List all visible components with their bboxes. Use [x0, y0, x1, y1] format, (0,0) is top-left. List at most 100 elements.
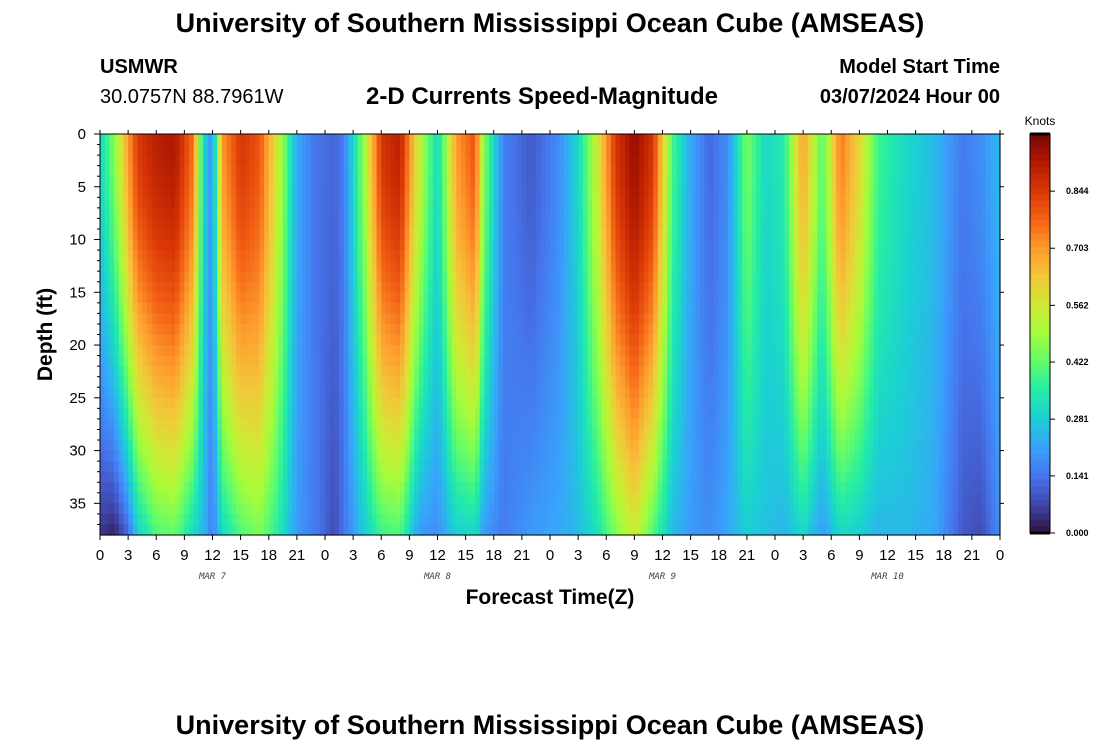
- heatmap-cell: [123, 313, 129, 325]
- heatmap-cell: [414, 292, 420, 304]
- heatmap-cell: [498, 271, 504, 283]
- heatmap-cell: [451, 281, 457, 293]
- heatmap-cell: [657, 313, 664, 325]
- heatmap-cell: [479, 355, 485, 367]
- heatmap-cell: [559, 366, 565, 378]
- heatmap-cell: [812, 197, 818, 209]
- heatmap-cell: [334, 302, 340, 314]
- heatmap-cell: [376, 313, 382, 325]
- heatmap-cell: [976, 260, 982, 272]
- heatmap-cell: [625, 302, 631, 314]
- heatmap-cell: [235, 239, 242, 251]
- heatmap-cell: [568, 186, 575, 198]
- heatmap-cell: [845, 260, 851, 272]
- heatmap-cell: [751, 197, 757, 209]
- heatmap-cell: [746, 207, 753, 220]
- heatmap-cell: [915, 271, 921, 283]
- heatmap-cell: [681, 250, 687, 262]
- heatmap-cell: [882, 176, 889, 188]
- heatmap-cell: [371, 323, 378, 336]
- heatmap-cell: [409, 281, 415, 293]
- heatmap-cell: [742, 176, 748, 188]
- heatmap-cell: [601, 155, 607, 167]
- heatmap-cell: [465, 165, 471, 177]
- heatmap-cell: [212, 271, 218, 283]
- heatmap-cell: [840, 197, 846, 209]
- heatmap-cell: [550, 260, 556, 272]
- heatmap-cell: [353, 218, 359, 230]
- heatmap-cell: [681, 292, 687, 304]
- heatmap-cell: [929, 176, 935, 188]
- heatmap-cell: [376, 250, 382, 262]
- heatmap-cell: [840, 186, 846, 198]
- heatmap-cell: [100, 323, 106, 336]
- heatmap-cell: [873, 186, 879, 198]
- heatmap-cell: [746, 313, 753, 325]
- heatmap-cell: [742, 366, 748, 378]
- heatmap-cell: [821, 302, 828, 314]
- heatmap-cell: [489, 186, 495, 198]
- heatmap-cell: [803, 323, 809, 336]
- heatmap-cell: [962, 228, 968, 241]
- heatmap-cell: [601, 292, 607, 304]
- heatmap-cell: [864, 355, 870, 367]
- heatmap-cell: [535, 197, 542, 209]
- heatmap-cell: [329, 345, 335, 357]
- heatmap-cell: [690, 186, 696, 198]
- heatmap-cell: [381, 207, 387, 220]
- heatmap-cell: [432, 260, 439, 272]
- heatmap-cell: [268, 292, 275, 304]
- heatmap-cell: [559, 313, 565, 325]
- heatmap-cell: [142, 197, 148, 209]
- heatmap-cell: [451, 345, 457, 357]
- heatmap-cell: [671, 260, 678, 272]
- heatmap-cell: [540, 134, 546, 146]
- heatmap-cell: [512, 334, 518, 346]
- heatmap-cell: [503, 334, 509, 346]
- heatmap-cell: [128, 239, 134, 251]
- heatmap-cell: [334, 144, 340, 156]
- heatmap-cell: [714, 218, 720, 230]
- heatmap-cell: [568, 260, 575, 272]
- heatmap-cell: [967, 302, 973, 314]
- heatmap-cell: [428, 239, 434, 251]
- heatmap-cell: [353, 397, 359, 409]
- heatmap-cell: [235, 197, 242, 209]
- heatmap-cell: [507, 302, 514, 314]
- heatmap-cell: [812, 186, 818, 198]
- heatmap-cell: [737, 134, 743, 146]
- heatmap-cell: [990, 176, 996, 188]
- heatmap-cell: [793, 197, 800, 209]
- heatmap-cell: [592, 292, 598, 304]
- heatmap-cell: [207, 144, 214, 156]
- heatmap-cell: [667, 250, 673, 262]
- heatmap-cell: [198, 197, 204, 209]
- heatmap-cell: [728, 387, 734, 399]
- heatmap-cell: [395, 366, 401, 378]
- heatmap-cell: [325, 134, 331, 146]
- heatmap-cell: [695, 186, 701, 198]
- heatmap-cell: [718, 302, 725, 314]
- heatmap-cell: [320, 207, 326, 220]
- heatmap-cell: [910, 144, 917, 156]
- heatmap-cell: [554, 218, 560, 230]
- heatmap-cell: [929, 260, 935, 272]
- heatmap-cell: [568, 271, 575, 283]
- heatmap-cell: [821, 218, 828, 230]
- heatmap-cell: [971, 207, 978, 220]
- heatmap-cell: [465, 302, 471, 314]
- heatmap-cell: [278, 397, 284, 409]
- heatmap-cell: [245, 376, 251, 388]
- heatmap-cell: [404, 176, 410, 188]
- heatmap-cell: [268, 250, 275, 262]
- heatmap-cell: [390, 176, 396, 188]
- heatmap-cell: [657, 260, 664, 272]
- heatmap-cell: [681, 313, 687, 325]
- heatmap-cell: [643, 302, 650, 314]
- heatmap-cell: [418, 155, 425, 167]
- heatmap-cell: [981, 207, 987, 220]
- heatmap-cell: [245, 144, 251, 156]
- heatmap-cell: [596, 228, 603, 241]
- heatmap-cell: [925, 281, 931, 293]
- heatmap-cell: [175, 292, 181, 304]
